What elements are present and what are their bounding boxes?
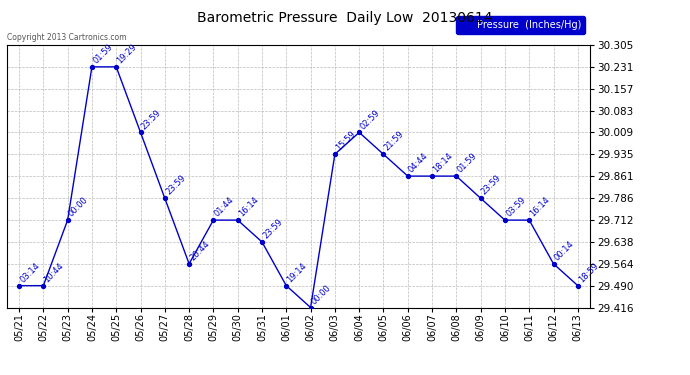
- Point: [281, 283, 292, 289]
- Text: 19:29: 19:29: [115, 42, 139, 66]
- Point: [572, 283, 583, 289]
- Point: [402, 173, 413, 179]
- Text: 16:14: 16:14: [529, 195, 552, 219]
- Point: [426, 173, 437, 179]
- Text: 16:14: 16:14: [237, 195, 260, 219]
- Text: 18:59: 18:59: [577, 261, 600, 284]
- Text: 00:00: 00:00: [67, 196, 90, 219]
- Point: [184, 261, 195, 267]
- Point: [110, 64, 121, 70]
- Text: 10:44: 10:44: [43, 261, 66, 284]
- Point: [451, 173, 462, 179]
- Text: Copyright 2013 Cartronics.com: Copyright 2013 Cartronics.com: [7, 33, 126, 42]
- Point: [86, 64, 97, 70]
- Text: 00:00: 00:00: [310, 283, 333, 306]
- Point: [500, 217, 511, 223]
- Text: 01:59: 01:59: [455, 152, 479, 175]
- Text: 18:14: 18:14: [431, 152, 455, 175]
- Text: 23:59: 23:59: [140, 108, 163, 131]
- Point: [305, 304, 316, 310]
- Text: 03:59: 03:59: [504, 195, 527, 219]
- Legend: Pressure  (Inches/Hg): Pressure (Inches/Hg): [456, 16, 585, 33]
- Point: [159, 195, 170, 201]
- Point: [257, 239, 268, 245]
- Text: 23:59: 23:59: [480, 174, 503, 197]
- Point: [14, 283, 25, 289]
- Point: [548, 261, 559, 267]
- Point: [38, 283, 49, 289]
- Point: [329, 151, 340, 157]
- Text: Barometric Pressure  Daily Low  20130614: Barometric Pressure Daily Low 20130614: [197, 11, 493, 25]
- Point: [208, 217, 219, 223]
- Text: 03:14: 03:14: [18, 261, 41, 284]
- Text: 23:59: 23:59: [262, 217, 284, 241]
- Point: [62, 217, 73, 223]
- Text: 04:44: 04:44: [407, 152, 430, 175]
- Text: 20:44: 20:44: [188, 239, 211, 262]
- Text: 19:14: 19:14: [286, 261, 308, 284]
- Text: 00:14: 00:14: [553, 239, 576, 262]
- Text: 01:59: 01:59: [91, 42, 115, 66]
- Text: 23:59: 23:59: [164, 174, 187, 197]
- Point: [378, 151, 389, 157]
- Point: [354, 129, 365, 135]
- Text: 15:59: 15:59: [334, 130, 357, 153]
- Point: [135, 129, 146, 135]
- Point: [524, 217, 535, 223]
- Text: 21:59: 21:59: [383, 130, 406, 153]
- Point: [232, 217, 243, 223]
- Text: 02:59: 02:59: [358, 108, 382, 131]
- Text: 01:44: 01:44: [213, 196, 236, 219]
- Point: [475, 195, 486, 201]
